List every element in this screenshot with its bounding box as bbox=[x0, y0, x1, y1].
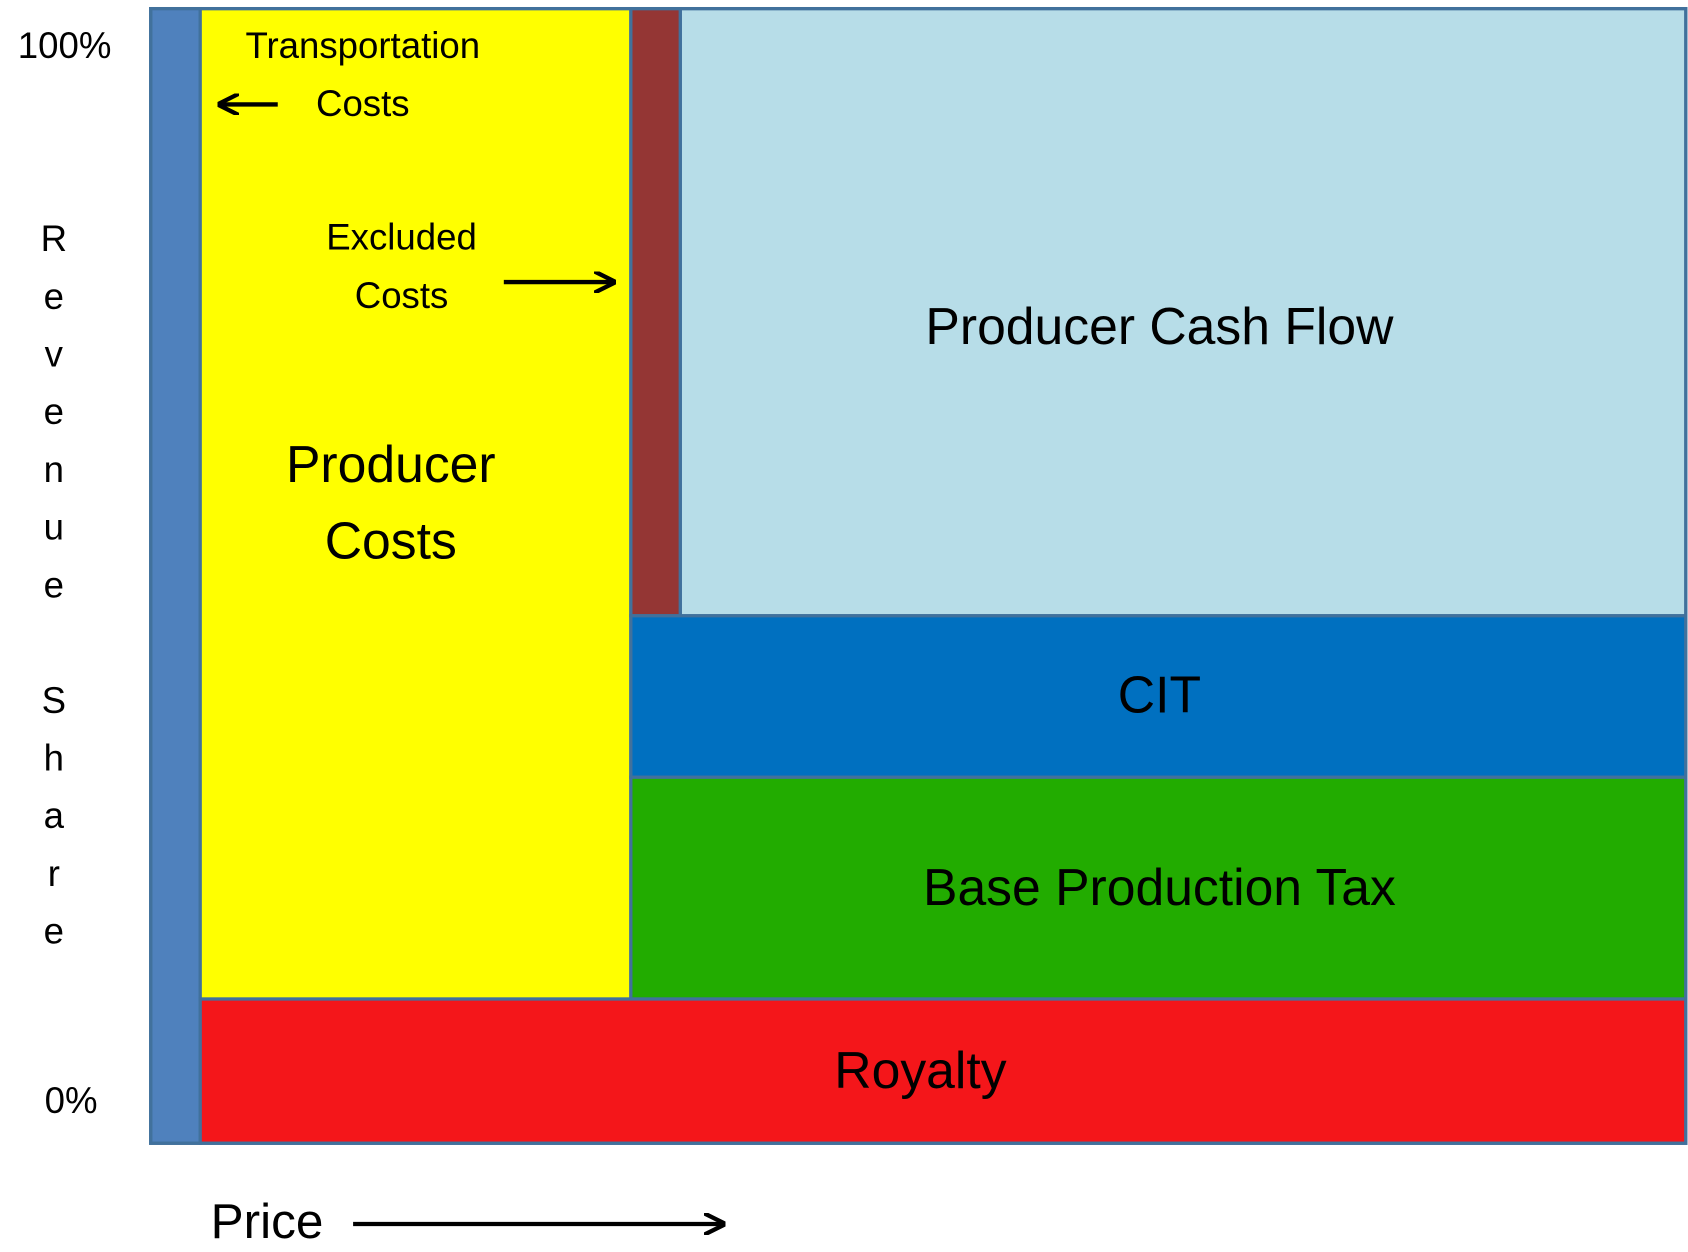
producer-costs-label: Costs bbox=[325, 511, 457, 569]
transportation-label: Costs bbox=[316, 83, 410, 124]
y-axis-letter: e bbox=[44, 564, 64, 605]
y-axis-letter: a bbox=[44, 795, 65, 836]
y-axis-letter bbox=[49, 622, 59, 663]
top-label: 100% bbox=[18, 25, 112, 66]
y-axis-letter: e bbox=[44, 391, 64, 432]
excluded-costs-bar bbox=[629, 6, 682, 618]
y-axis-letter: r bbox=[48, 853, 60, 894]
y-axis-letter: h bbox=[44, 737, 64, 778]
frame bbox=[149, 6, 1688, 1145]
y-axis-letter: S bbox=[42, 679, 66, 720]
y-axis-letter: n bbox=[44, 449, 64, 490]
transportation-label: Transportation bbox=[245, 25, 480, 66]
y-axis-letter: e bbox=[44, 910, 64, 951]
x-axis-label: Price bbox=[211, 1194, 324, 1249]
y-axis-letter: e bbox=[44, 276, 64, 317]
cash-flow-label: Producer Cash Flow bbox=[925, 297, 1394, 355]
base-tax-region bbox=[629, 775, 1688, 1001]
bottom-label: 0% bbox=[45, 1080, 98, 1121]
royalty-label: Royalty bbox=[834, 1041, 1006, 1099]
y-axis-letter: u bbox=[44, 506, 64, 547]
royalty-region bbox=[198, 997, 1688, 1145]
transportation-bar bbox=[149, 6, 202, 1145]
producer-costs-region bbox=[198, 6, 633, 1001]
excluded-label: Costs bbox=[355, 275, 449, 316]
base-tax-label: Base Production Tax bbox=[923, 858, 1396, 916]
y-axis-letter: R bbox=[41, 218, 67, 259]
excluded-label: Excluded bbox=[326, 217, 477, 258]
cit-label: CIT bbox=[1118, 665, 1201, 723]
cash-flow-region bbox=[678, 6, 1688, 618]
cit-region bbox=[629, 614, 1688, 779]
producer-costs-label: Producer bbox=[286, 435, 496, 493]
y-axis-letter: v bbox=[45, 333, 64, 374]
